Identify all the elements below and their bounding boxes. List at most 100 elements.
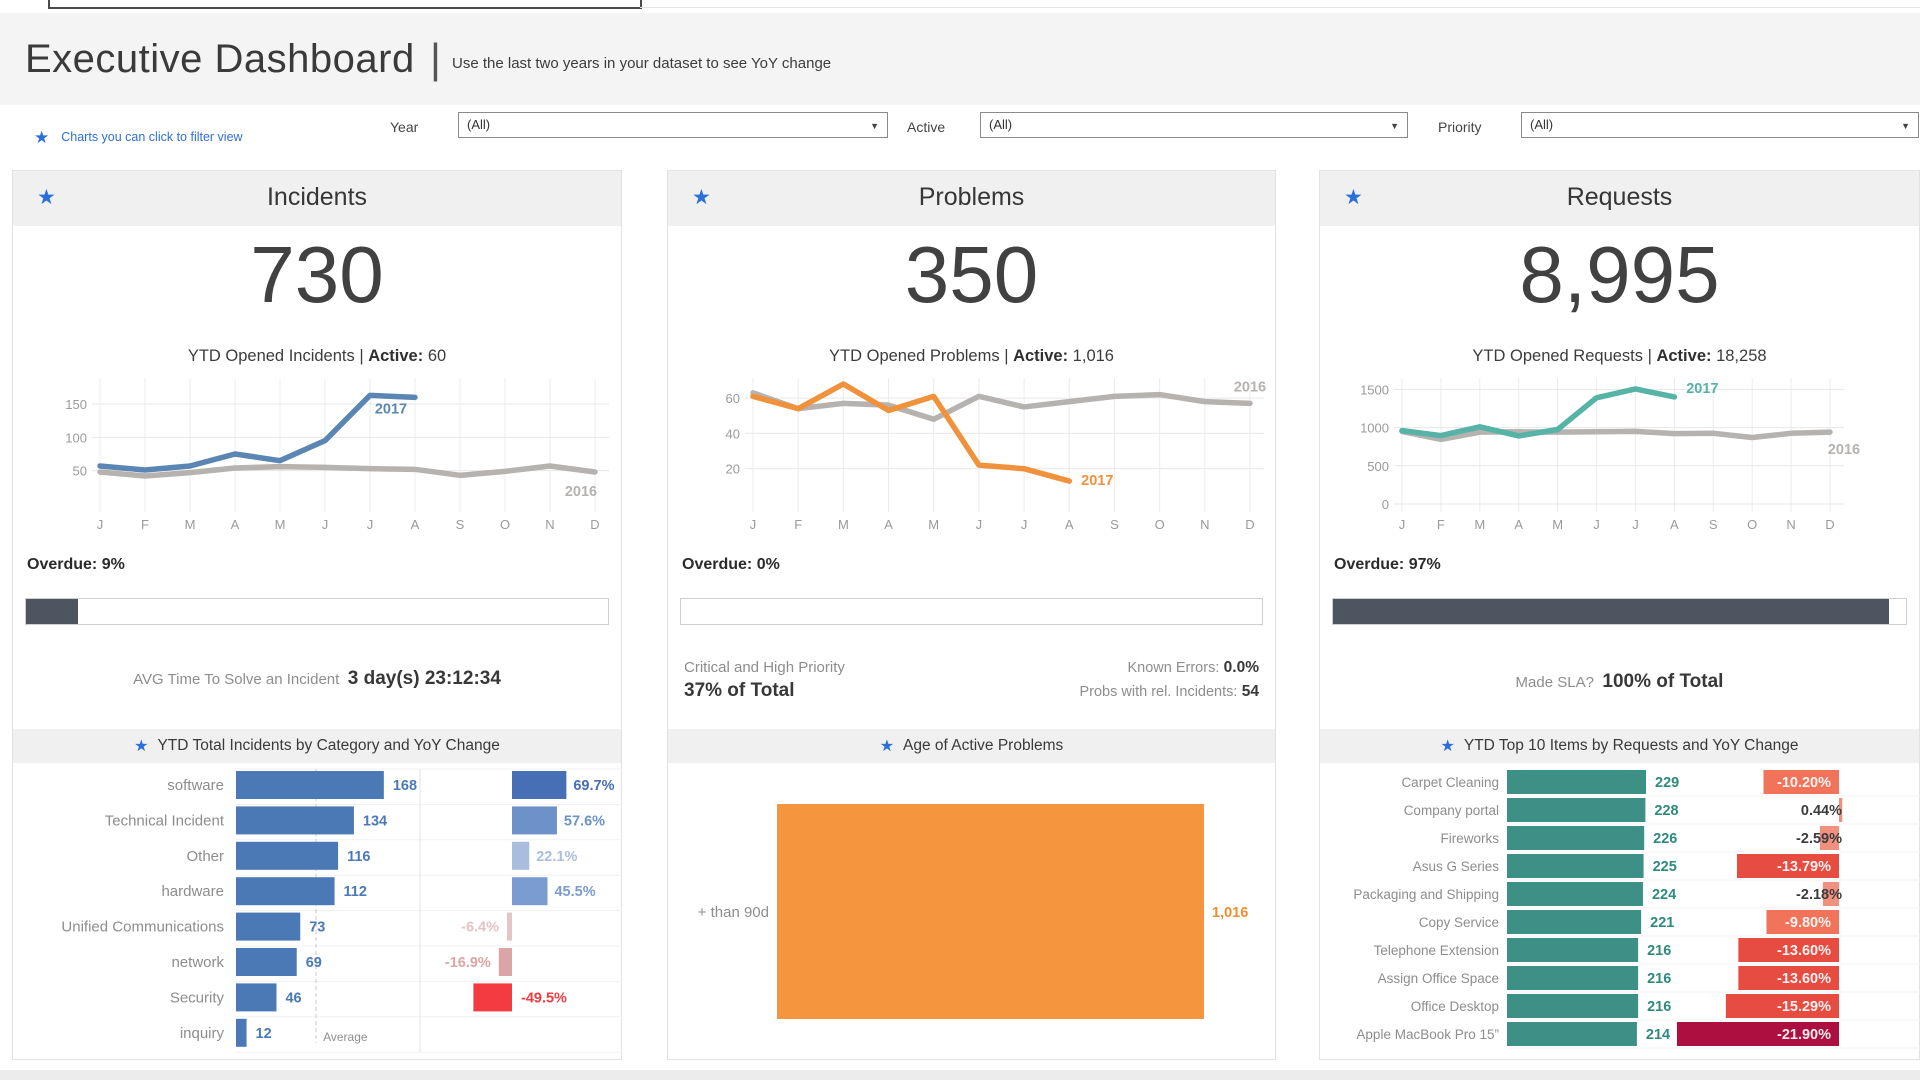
kpi-subtitle-value: 18,258 [1711, 347, 1767, 365]
page-title: Executive Dashboard [25, 37, 415, 81]
svg-text:J: J [976, 517, 983, 532]
svg-text:2017: 2017 [1686, 381, 1718, 397]
svg-text:-13.79%: -13.79% [1777, 859, 1831, 875]
star-icon: ★ [879, 738, 895, 755]
svg-text:22.1%: 22.1% [536, 849, 577, 865]
progress-fill [26, 599, 79, 624]
title-separator: | [430, 35, 441, 82]
active-filter-label: Active [907, 119, 946, 135]
svg-text:216: 216 [1647, 999, 1671, 1015]
svg-text:N: N [545, 517, 554, 532]
header-band: Executive Dashboard | Use the last two y… [0, 13, 1920, 105]
problems-monthly-chart[interactable]: 20 40 60 J F M A M J J A S O N D 2016 2017 [669, 374, 1276, 539]
svg-text:J: J [97, 517, 104, 532]
requests-kpi-number[interactable]: 8,995 [1519, 230, 1720, 319]
svg-text:69: 69 [306, 955, 322, 971]
critical-priority-stat: Critical and High Priority 37% of Total [684, 659, 845, 702]
related-incidents-value: 54 [1237, 683, 1259, 700]
svg-text:J: J [1399, 517, 1406, 532]
problems-title: Problems [918, 183, 1025, 211]
svg-text:D: D [1245, 517, 1254, 532]
svg-text:Other: Other [186, 848, 224, 865]
svg-text:-13.60%: -13.60% [1777, 943, 1831, 959]
problems-age-chart[interactable]: + than 90d 1,016 [669, 771, 1276, 1054]
svg-text:46: 46 [285, 990, 301, 1006]
svg-text:F: F [794, 517, 802, 532]
related-incidents-label: Probs with rel. Incidents: [1079, 684, 1238, 700]
requests-kpi-subtitle: YTD Opened Requests | Active: 18,258 [1320, 347, 1919, 366]
svg-text:+ than 90d: + than 90d [698, 904, 769, 921]
requests-monthly-chart[interactable]: 0 500 1000 1500 J F M A M J J A S O N D 2016 2017 [1321, 374, 1920, 539]
incidents-kpi-number[interactable]: 730 [250, 230, 384, 319]
made-sla-value: 100% of Total [1602, 671, 1724, 692]
svg-text:-9.80%: -9.80% [1785, 915, 1831, 931]
star-icon: ★ [692, 186, 711, 209]
requests-section-title: YTD Top 10 Items by Requests and YoY Cha… [1463, 737, 1799, 754]
svg-text:Apple MacBook Pro 15”: Apple MacBook Pro 15” [1356, 1027, 1499, 1042]
svg-text:500: 500 [1367, 459, 1389, 474]
star-icon: ★ [1440, 738, 1455, 755]
svg-text:134: 134 [363, 813, 387, 829]
chevron-down-icon: ▼ [870, 121, 879, 131]
star-icon: ★ [134, 738, 149, 755]
overdue-value: 97% [1408, 556, 1441, 573]
svg-text:224: 224 [1652, 887, 1676, 903]
problems-overdue-progress-bar [680, 598, 1263, 625]
year-filter-dropdown[interactable]: (All) ▼ [458, 112, 888, 138]
svg-text:J: J [367, 517, 374, 532]
svg-text:F: F [1437, 517, 1445, 532]
problems-overdue-label: Overdue: 0% [682, 556, 780, 574]
svg-text:-2.18%: -2.18% [1796, 887, 1842, 903]
kpi-subtitle-value: 60 [423, 347, 447, 365]
problems-section-title: Age of Active Problems [903, 737, 1064, 754]
svg-text:12: 12 [256, 1026, 272, 1042]
svg-text:Copy Service: Copy Service [1419, 915, 1499, 930]
kpi-subtitle-prefix: YTD Opened Incidents | [187, 347, 369, 365]
overdue-value: 9% [101, 556, 125, 573]
chevron-down-icon: ▼ [1390, 121, 1399, 131]
svg-text:A: A [884, 517, 893, 532]
svg-text:1,016: 1,016 [1212, 905, 1248, 921]
svg-text:M: M [928, 517, 939, 532]
made-sla-stat: Made SLA? 100% of Total [1320, 671, 1919, 693]
svg-text:226: 226 [1653, 831, 1677, 847]
overdue-text: Overdue: [27, 556, 98, 573]
year-filter-value: (All) [467, 117, 491, 132]
svg-text:Assign Office Space: Assign Office Space [1378, 971, 1499, 986]
svg-text:228: 228 [1654, 803, 1678, 819]
priority-filter-dropdown[interactable]: (All) ▼ [1521, 112, 1919, 138]
svg-text:S: S [1709, 517, 1718, 532]
known-errors-label: Known Errors: [1127, 660, 1220, 676]
incidents-monthly-chart[interactable]: 50 100 150 J F M A M J J A S O N D 2016 2017 [14, 374, 622, 539]
incidents-kpi-subtitle: YTD Opened Incidents | Active: 60 [13, 347, 621, 366]
svg-text:73: 73 [309, 920, 325, 936]
avg-time-value: 3 day(s) 23:12:34 [347, 668, 501, 689]
svg-text:2016: 2016 [1828, 442, 1860, 458]
svg-text:-6.4%: -6.4% [461, 920, 499, 936]
star-icon: ★ [1344, 186, 1363, 209]
svg-text:A: A [1514, 517, 1523, 532]
made-sla-label: Made SLA? [1515, 674, 1594, 691]
svg-text:150: 150 [65, 397, 87, 412]
problems-kpi-number[interactable]: 350 [904, 230, 1039, 319]
svg-text:Average: Average [323, 1030, 368, 1044]
top-divider [640, 7, 1920, 8]
avg-time-label: AVG Time To Solve an Incident [133, 671, 340, 688]
svg-text:1500: 1500 [1360, 382, 1389, 397]
svg-text:Unified Communications: Unified Communications [61, 919, 224, 936]
svg-text:216: 216 [1647, 943, 1671, 959]
svg-text:Security: Security [170, 989, 225, 1006]
incidents-category-chart[interactable]: Average software 168 69.7% Technical Inciden… [14, 767, 622, 1057]
active-filter-dropdown[interactable]: (All) ▼ [980, 112, 1408, 138]
svg-text:N: N [1786, 517, 1795, 532]
svg-text:S: S [1110, 517, 1119, 532]
svg-text:57.6%: 57.6% [564, 813, 605, 829]
svg-text:J: J [1021, 517, 1028, 532]
known-errors-value: 0.0% [1219, 659, 1259, 676]
star-icon: ★ [34, 128, 50, 147]
requests-section-header: ★ YTD Top 10 Items by Requests and YoY C… [1320, 729, 1919, 763]
svg-text:J: J [750, 517, 757, 532]
requests-overdue-label: Overdue: 97% [1334, 556, 1441, 574]
incidents-section-header: ★ YTD Total Incidents by Category and Yo… [13, 729, 621, 763]
requests-top10-chart[interactable]: Carpet Cleaning 229 -10.20% Company portal 2… [1321, 769, 1920, 1054]
